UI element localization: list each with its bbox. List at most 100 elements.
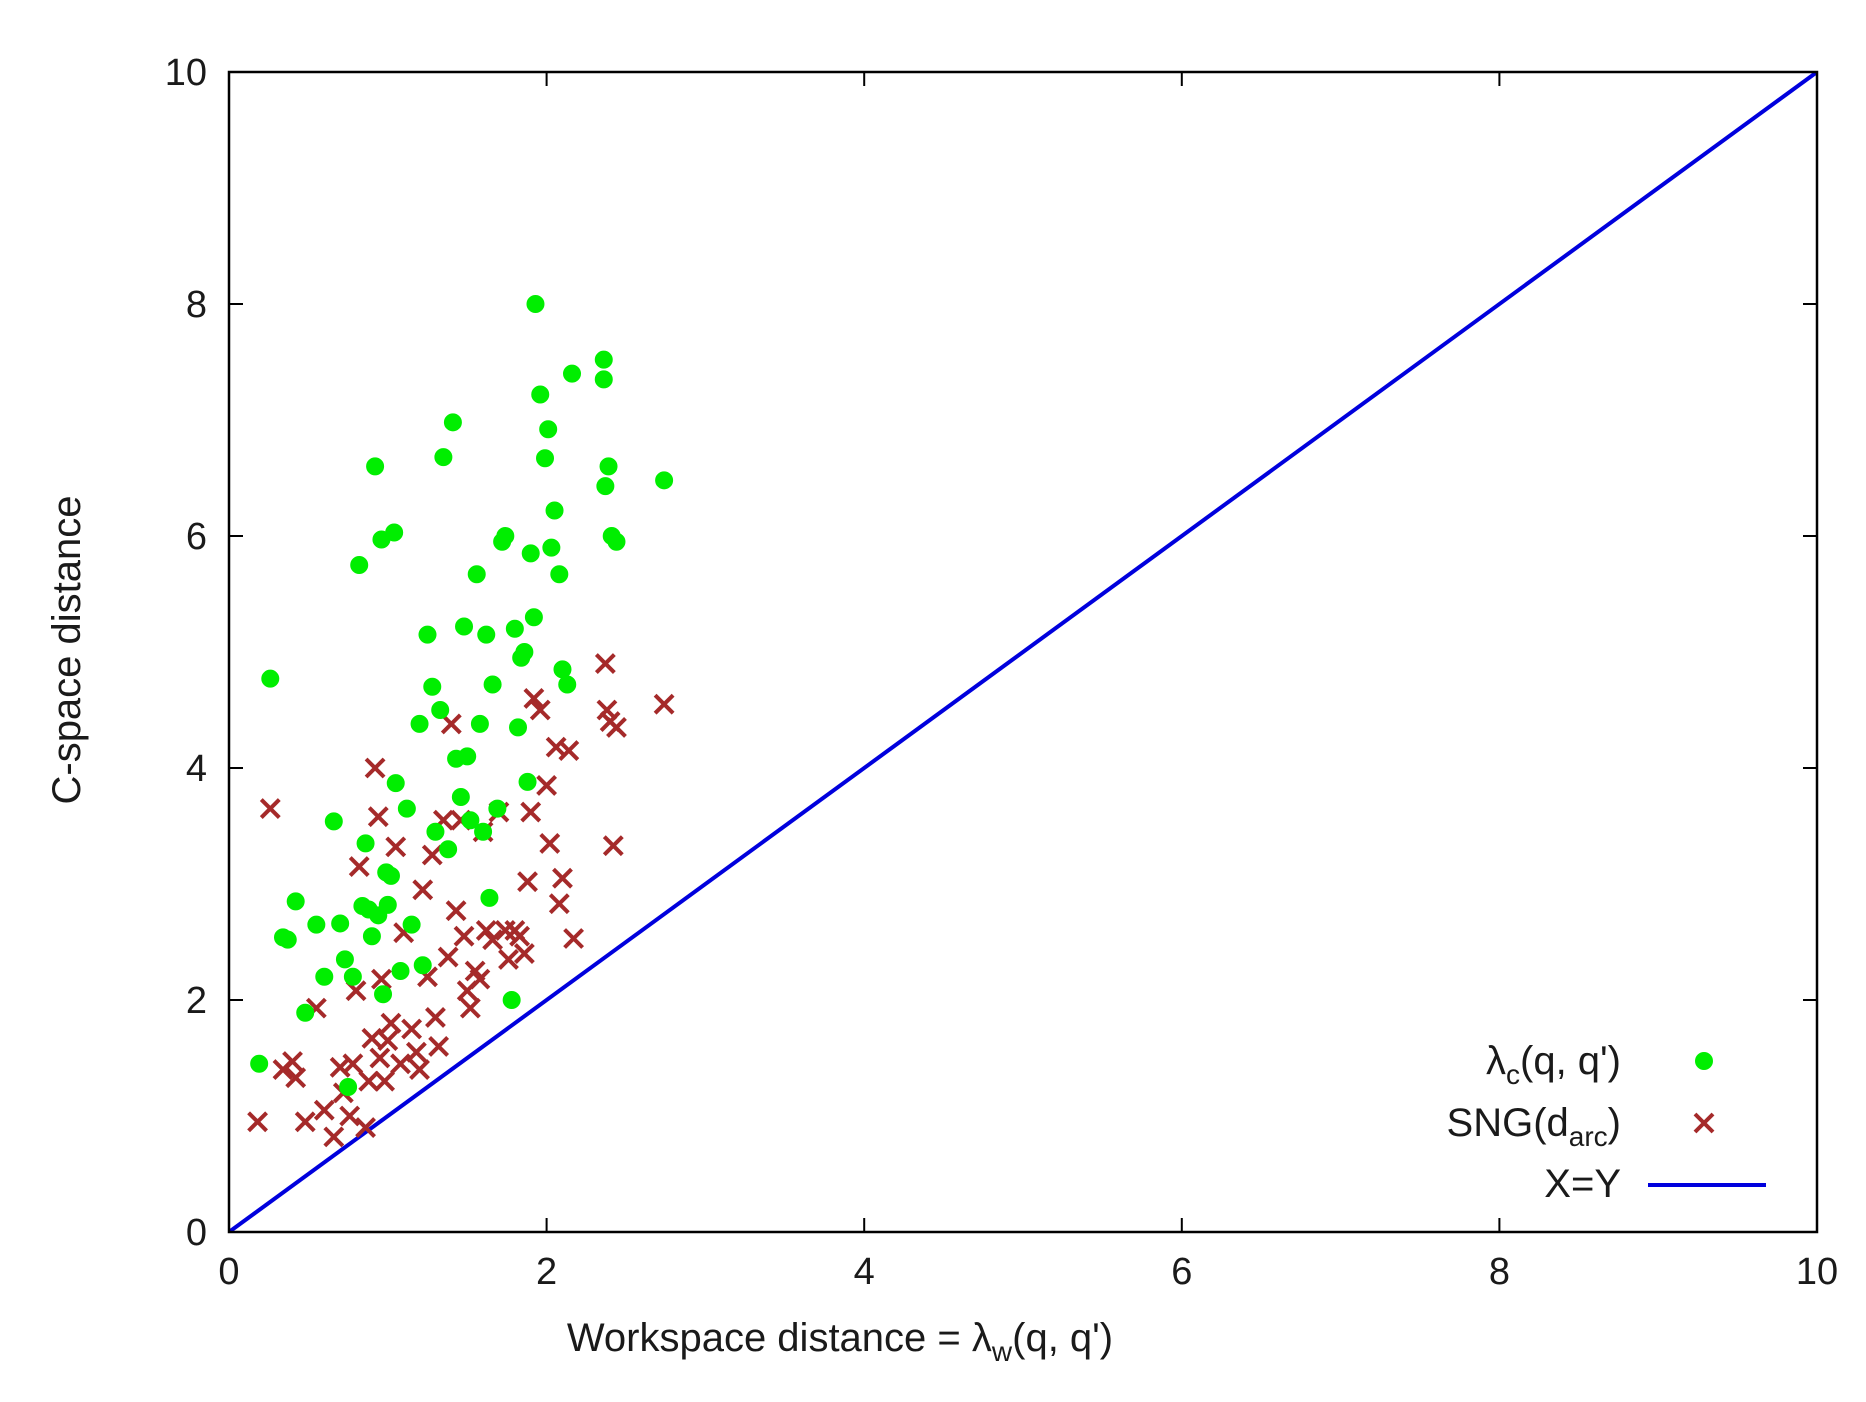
data-point-lambda-c [480, 888, 499, 907]
data-point-sng-darc [374, 1070, 396, 1092]
data-point-lambda-c [250, 1054, 269, 1073]
data-point-sng-darc [259, 798, 281, 820]
data-point-sng-darc [509, 925, 531, 947]
x-tick-label: 4 [854, 1251, 875, 1293]
data-point-sng-darc [247, 1111, 268, 1133]
data-point-lambda-c [655, 471, 674, 490]
data-point-sng-darc [445, 900, 467, 922]
data-point-lambda-c [607, 532, 626, 551]
data-point-sng-darc [552, 867, 573, 889]
data-point-lambda-c [278, 930, 297, 949]
data-point-lambda-c [307, 915, 326, 934]
data-point-sng-darc [558, 740, 580, 762]
data-point-lambda-c [362, 927, 381, 946]
data-point-lambda-c [539, 420, 558, 439]
legend-label-x-equals-y: X=Y [1544, 1162, 1621, 1206]
data-point-lambda-c [366, 457, 385, 476]
sng-darc-series [247, 653, 675, 1148]
data-point-sng-darc [437, 946, 459, 968]
data-point-sng-darc [282, 1051, 303, 1072]
data-point-lambda-c [509, 718, 528, 737]
plot-frame [227, 70, 1819, 1234]
data-point-lambda-c [391, 962, 410, 980]
x-tick-label: 8 [1489, 1251, 1510, 1293]
data-point-sng-darc [371, 968, 392, 990]
data-point-sng-darc [342, 1053, 364, 1075]
data-point-sng-darc [539, 832, 561, 854]
data-point-sng-darc [355, 1117, 376, 1139]
data-point-sng-darc [548, 893, 570, 915]
data-point-lambda-c [455, 617, 474, 636]
x-tick-label: 2 [536, 1251, 557, 1293]
legend-marker-sng-darc [1693, 1112, 1715, 1134]
data-point-sng-darc [348, 856, 370, 878]
data-point-lambda-c [483, 675, 502, 694]
data-point-lambda-c [524, 608, 543, 627]
data-point-lambda-c [505, 619, 524, 638]
data-point-sng-darc [358, 1070, 380, 1092]
data-point-lambda-c [542, 538, 561, 557]
data-point-lambda-c [550, 565, 569, 584]
data-point-sng-darc [285, 1067, 307, 1089]
data-point-lambda-c [439, 840, 458, 859]
y-tick-label: 2 [186, 980, 207, 1022]
data-point-lambda-c [502, 991, 521, 1009]
y-axis-ticks: 0 2 4 6 8 10 [165, 52, 1817, 1254]
x-axis-label: Workspace distance = λw(q, q') [567, 1316, 1113, 1367]
y-axis-label: C-space distance [45, 495, 89, 804]
data-point-lambda-c [515, 643, 534, 661]
y-tick-label: 8 [186, 284, 207, 326]
data-point-lambda-c [563, 364, 582, 383]
y-tick-label: 0 [186, 1212, 207, 1254]
data-point-sng-darc [385, 836, 407, 858]
data-point-lambda-c [594, 370, 613, 389]
data-point-lambda-c [477, 625, 496, 644]
data-point-sng-darc [459, 997, 481, 1019]
data-point-lambda-c [381, 866, 400, 885]
data-point-sng-darc [329, 1056, 351, 1078]
data-point-lambda-c [339, 1078, 358, 1096]
data-point-lambda-c [286, 892, 305, 911]
data-point-lambda-c [461, 811, 480, 830]
data-point-lambda-c [470, 714, 489, 733]
data-point-sng-darc [364, 757, 386, 779]
data-point-sng-darc [294, 1111, 316, 1133]
data-point-lambda-c [599, 457, 618, 476]
data-point-lambda-c [426, 822, 445, 841]
data-point-lambda-c [356, 834, 375, 853]
data-point-sng-darc [606, 716, 627, 738]
data-point-lambda-c [331, 914, 350, 933]
data-point-lambda-c [343, 967, 362, 986]
x-tick-label: 10 [1796, 1251, 1838, 1293]
data-point-sng-darc [602, 835, 624, 857]
data-point-lambda-c [443, 413, 462, 432]
data-point-sng-darc [425, 1006, 446, 1028]
x-axis-ticks: 0 2 4 6 8 10 [218, 72, 1838, 1293]
legend: λc(q, q') SNG(darc) X=Y [1447, 1039, 1766, 1206]
data-point-sng-darc [421, 844, 443, 866]
data-point-lambda-c [386, 774, 405, 793]
data-point-lambda-c [423, 677, 442, 696]
data-point-sng-darc [469, 968, 491, 990]
data-point-lambda-c [374, 985, 393, 1004]
data-point-sng-darc [482, 929, 504, 951]
data-point-lambda-c [545, 501, 564, 520]
data-point-sng-darc [412, 879, 434, 901]
data-point-lambda-c [410, 714, 429, 733]
legend-cross-marker [1693, 1112, 1715, 1134]
data-point-lambda-c [397, 799, 416, 818]
data-point-lambda-c [385, 523, 404, 542]
y-tick-label: 6 [186, 516, 207, 558]
data-point-sng-darc [475, 919, 497, 941]
data-point-sng-darc [520, 801, 542, 823]
data-point-lambda-c [496, 527, 515, 545]
legend-marker-lambda-c [1695, 1052, 1713, 1070]
data-point-sng-darc [369, 1047, 391, 1069]
data-point-sng-darc [390, 1053, 411, 1075]
legend-label-sng-darc: SNG(darc) [1447, 1101, 1621, 1152]
data-point-lambda-c [350, 556, 369, 574]
x-tick-label: 0 [218, 1251, 239, 1293]
data-point-lambda-c [467, 565, 486, 584]
data-point-sng-darc [453, 925, 475, 947]
data-point-sng-darc [428, 1035, 450, 1057]
